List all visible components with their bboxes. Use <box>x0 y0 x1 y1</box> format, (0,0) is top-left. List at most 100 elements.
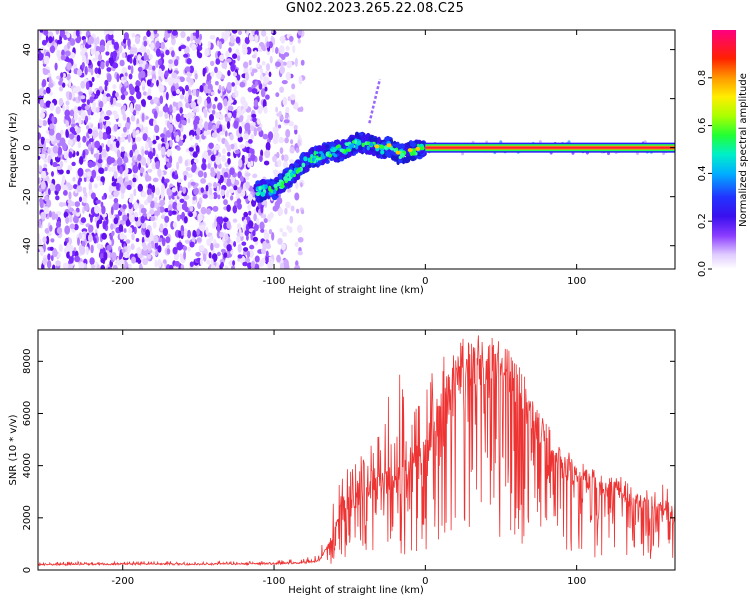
noise-blob <box>101 195 105 200</box>
noise-blob <box>227 157 231 165</box>
noise-blob <box>116 73 120 83</box>
noise-blob <box>239 175 244 182</box>
signal-blob <box>395 141 400 149</box>
noise-blob <box>104 115 110 121</box>
noise-blob <box>249 35 255 42</box>
signal-core-blob <box>332 147 338 152</box>
noise-blob <box>67 198 72 205</box>
noise-blob <box>172 201 178 210</box>
noise-blob <box>119 231 125 240</box>
noise-blob <box>152 78 156 84</box>
noise-blob <box>122 214 128 222</box>
noise-blob <box>202 67 206 77</box>
noise-blob <box>68 91 72 101</box>
signal-core-blob <box>278 179 283 183</box>
noise-blob <box>150 42 155 51</box>
noise-blob <box>45 138 51 144</box>
signal-core-blob <box>260 191 266 197</box>
noise-blob <box>88 224 92 233</box>
noise-blob <box>111 251 117 261</box>
noise-blob <box>89 177 94 183</box>
noise-blob <box>182 170 189 177</box>
signal-core-blob <box>315 157 321 161</box>
noise-blob <box>54 62 58 71</box>
noise-blob <box>120 184 126 194</box>
noise-blob <box>298 75 303 85</box>
noise-blob <box>183 113 190 118</box>
signal-blob <box>295 160 302 164</box>
noise-blob <box>297 224 303 233</box>
noise-blob <box>152 177 159 183</box>
noise-blob <box>227 70 231 77</box>
noise-blob <box>67 139 74 146</box>
noise-blob <box>78 232 83 240</box>
noise-blob <box>226 144 232 152</box>
noise-blob <box>89 257 95 265</box>
noise-blob <box>250 134 255 140</box>
noise-blob <box>252 173 258 179</box>
noise-blob <box>240 96 246 105</box>
noise-blob <box>102 220 107 230</box>
noise-blob <box>260 88 266 98</box>
noise-blob <box>111 230 115 237</box>
noise-blob <box>264 200 268 208</box>
noise-blob <box>158 110 164 118</box>
noise-blob <box>66 182 71 187</box>
noise-blob <box>134 36 141 45</box>
noise-blob <box>120 146 125 152</box>
noise-blob <box>144 150 149 155</box>
noise-blob <box>58 97 64 107</box>
noise-blob <box>279 86 284 93</box>
noise-blob <box>189 241 195 248</box>
signal-peak-blob <box>395 150 401 155</box>
signal-blob <box>368 135 373 142</box>
noise-blob <box>119 166 123 175</box>
noise-blob <box>233 185 238 191</box>
noise-blob <box>91 169 97 179</box>
noise-blob <box>279 45 285 54</box>
noise-blob <box>200 187 205 193</box>
noise-blob <box>208 121 213 131</box>
noise-blob <box>276 112 282 117</box>
noise-blob <box>187 246 191 252</box>
noise-blob <box>262 133 269 140</box>
noise-blob <box>52 161 58 168</box>
signal-core-blob <box>325 151 329 157</box>
noise-blob <box>244 122 251 132</box>
noise-blob <box>223 252 228 258</box>
noise-blob <box>69 207 73 213</box>
noise-blob <box>40 211 47 220</box>
noise-blob <box>143 40 148 47</box>
noise-blob <box>133 155 137 161</box>
noise-blob <box>108 30 114 36</box>
noise-blob <box>39 111 46 119</box>
noise-blob <box>155 59 159 68</box>
noise-blob <box>100 264 105 269</box>
noise-blob <box>49 133 56 142</box>
noise-blob <box>110 223 114 230</box>
signal-blob <box>390 154 396 161</box>
noise-blob <box>95 45 100 53</box>
noise-blob <box>104 167 108 172</box>
noise-blob <box>73 215 79 224</box>
noise-blob <box>219 131 225 136</box>
noise-blob <box>168 210 173 217</box>
colorbar-tick-label: 0.4 <box>697 165 708 181</box>
noise-blob <box>258 82 263 90</box>
noise-blob <box>237 243 242 253</box>
x-tick-label: -200 <box>111 576 134 587</box>
noise-blob <box>300 209 305 215</box>
noise-blob <box>132 173 136 178</box>
noise-blob <box>52 248 58 258</box>
signal-blob <box>305 161 310 166</box>
noise-blob <box>120 192 125 200</box>
snr-marks <box>38 335 675 567</box>
noise-blob <box>166 244 170 249</box>
noise-blob <box>67 165 73 171</box>
noise-blob <box>165 236 171 244</box>
noise-blob <box>128 227 133 234</box>
noise-blob <box>135 129 140 135</box>
noise-blob <box>235 48 240 55</box>
noise-blob <box>247 203 252 211</box>
signal-core-blob <box>400 152 405 158</box>
